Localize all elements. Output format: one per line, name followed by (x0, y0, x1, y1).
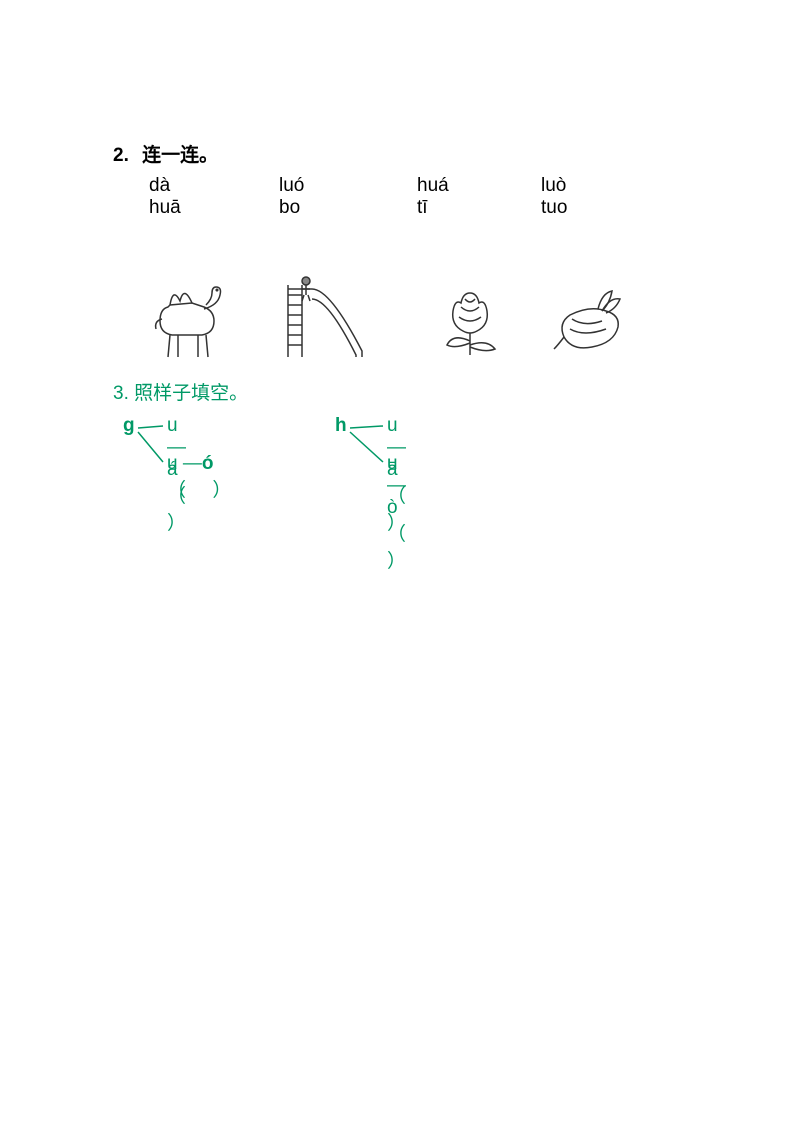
worksheet-page: 2. 连一连。 dà huā luó bo huá tī luò tuo (0, 0, 793, 1122)
q3-h-connectors (0, 0, 793, 500)
